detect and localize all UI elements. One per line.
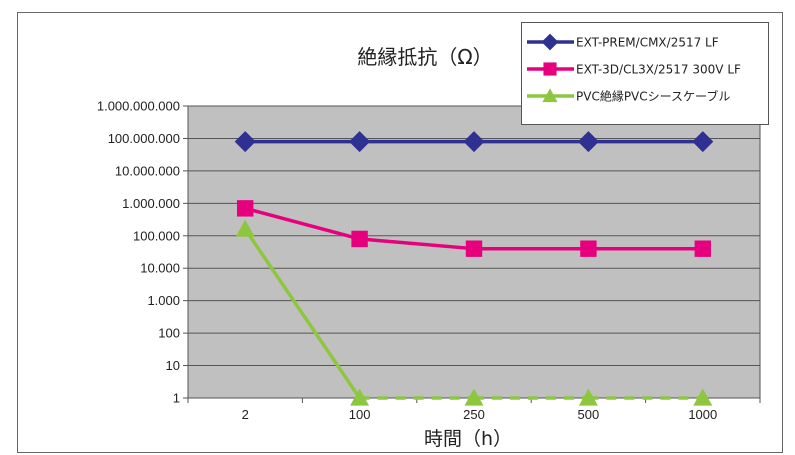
legend-label: EXT-PREM/CMX/2517 LF <box>576 36 719 50</box>
square-marker <box>694 240 711 257</box>
triangle-marker <box>235 219 255 237</box>
x-tick-label: 250 <box>463 407 485 422</box>
series-3 <box>235 219 713 406</box>
square-marker <box>543 62 557 76</box>
series-2 <box>237 200 711 257</box>
square-marker <box>465 240 483 257</box>
series-line-segment <box>243 228 362 399</box>
y-tick-label: 1.000.000.000 <box>97 99 180 114</box>
triangle-marker <box>350 388 370 406</box>
y-tick-label: 1 <box>173 391 180 406</box>
triangle-marker <box>542 88 558 103</box>
y-tick-label: 10.000.000 <box>115 163 180 178</box>
legend-box <box>521 22 769 125</box>
diamond-marker <box>234 131 256 153</box>
x-tick-label: 100 <box>349 407 371 422</box>
y-tick-label: 10.000 <box>140 261 180 276</box>
triangle-marker <box>578 388 598 406</box>
triangle-marker <box>464 388 484 406</box>
diamond-marker <box>692 131 714 153</box>
diamond-marker <box>349 131 371 153</box>
y-tick-label: 10 <box>166 358 180 373</box>
legend-items: EXT-PREM/CMX/2517 LF EXT-3D/CL3X/2517 300… <box>527 33 741 104</box>
y-tick-label: 100.000.000 <box>108 131 180 146</box>
legend-label: EXT-3D/CL3X/2517 300V LF <box>576 63 741 77</box>
series-1 <box>234 131 714 153</box>
square-marker <box>351 230 368 248</box>
square-marker <box>237 200 254 217</box>
x-tick-label: 1000 <box>688 407 717 422</box>
diamond-marker <box>577 131 599 153</box>
chart-title: 絶縁抵抗（Ω） <box>357 45 492 69</box>
y-tick-label: 100.000 <box>133 228 180 243</box>
series-line-segment <box>359 237 475 251</box>
legend-label: PVC絶縁PVCシースケーブル <box>576 89 730 104</box>
x-axis-label: 時間（h） <box>424 428 512 450</box>
grid-lines <box>183 105 761 403</box>
y-axis-tick-labels: 1 10 100 1.000 10.000 100.000 1.000.000 10.000.… <box>97 99 180 406</box>
triangle-marker <box>693 388 713 406</box>
x-tick-label: 500 <box>578 407 600 422</box>
y-tick-label: 1.000 <box>147 293 180 308</box>
y-tick-label: 1.000.000 <box>122 196 180 211</box>
x-tick-label: 2 <box>242 407 249 422</box>
square-marker <box>580 240 597 257</box>
series-layer <box>234 131 714 406</box>
y-tick-label: 100 <box>158 326 180 341</box>
series-line-segment <box>244 206 361 241</box>
diamond-marker <box>541 33 559 51</box>
x-axis-tick-labels: 2 100 250 500 1000 <box>242 407 718 422</box>
legend: EXT-PREM/CMX/2517 LF EXT-3D/CL3X/2517 300… <box>521 22 769 125</box>
diamond-marker <box>463 131 485 153</box>
